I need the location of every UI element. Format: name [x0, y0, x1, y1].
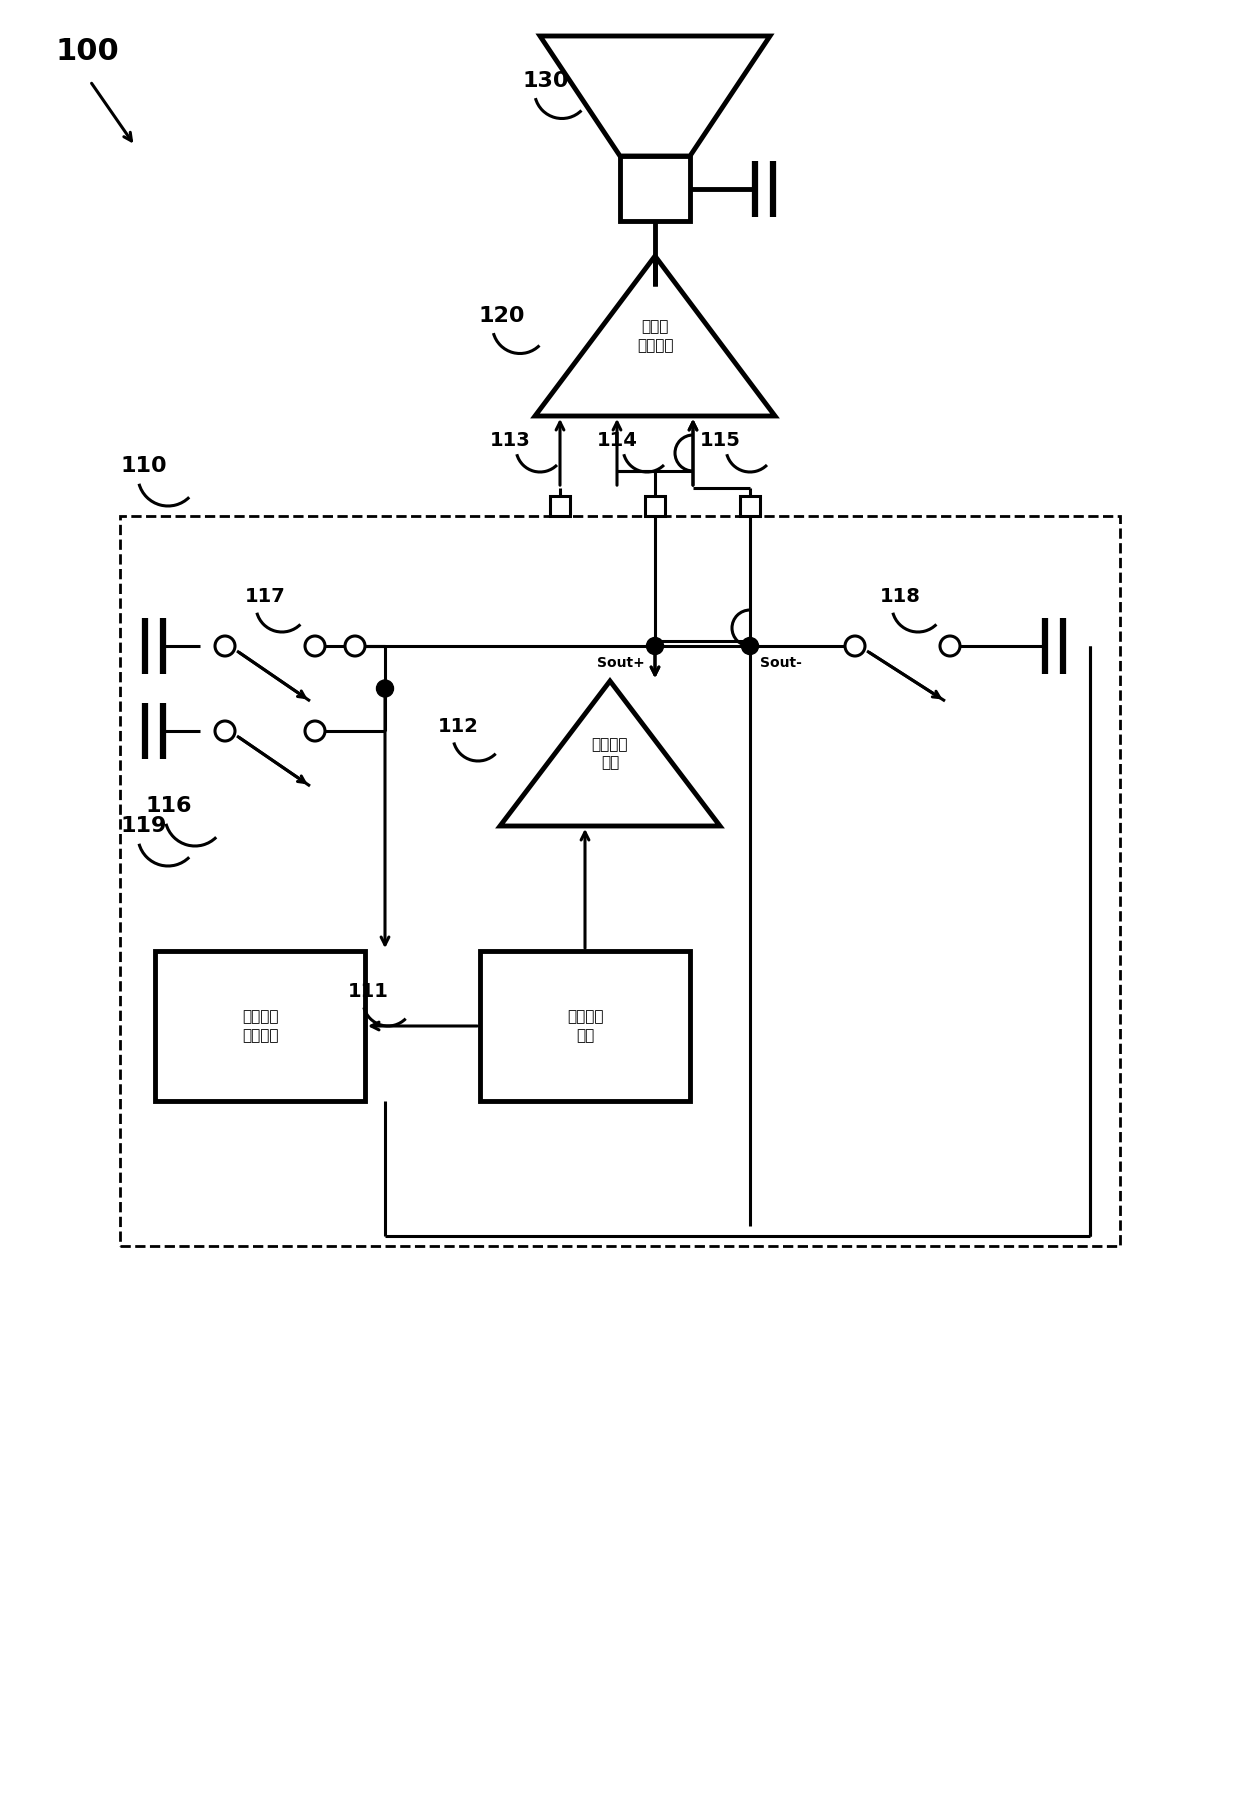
Circle shape — [345, 636, 365, 656]
Bar — [620, 156, 689, 221]
Circle shape — [377, 679, 393, 697]
Text: 118: 118 — [880, 587, 921, 605]
Circle shape — [215, 636, 236, 656]
Text: Sout-: Sout- — [760, 656, 802, 670]
Text: 114: 114 — [596, 431, 637, 451]
Text: 音频处理
电路: 音频处理 电路 — [567, 1009, 603, 1043]
Text: 爆音抑制
控制电路: 爆音抑制 控制电路 — [242, 1009, 278, 1043]
Circle shape — [844, 636, 866, 656]
Text: 117: 117 — [246, 587, 285, 605]
Text: 输出驱动
电路: 输出驱动 电路 — [591, 737, 629, 770]
Bar — [155, 951, 365, 1101]
Text: 116: 116 — [145, 797, 191, 817]
Bar — [645, 496, 665, 516]
Text: 115: 115 — [701, 431, 740, 451]
Text: 130: 130 — [522, 71, 568, 91]
Circle shape — [940, 636, 960, 656]
Circle shape — [742, 637, 759, 654]
Text: 120: 120 — [477, 306, 525, 326]
Bar — [120, 516, 1120, 1246]
Circle shape — [305, 721, 325, 741]
Bar — [740, 496, 760, 516]
Text: 119: 119 — [120, 817, 166, 837]
Text: 100: 100 — [55, 36, 119, 65]
Circle shape — [646, 637, 663, 654]
Bar — [551, 496, 570, 516]
Text: 主动式
放大电路: 主动式 放大电路 — [637, 319, 673, 353]
Text: 112: 112 — [438, 717, 479, 735]
Text: 110: 110 — [120, 456, 166, 476]
Text: 113: 113 — [490, 431, 531, 451]
Text: Sout+: Sout+ — [598, 656, 645, 670]
Bar — [480, 951, 689, 1101]
Circle shape — [305, 636, 325, 656]
Circle shape — [215, 721, 236, 741]
Text: 111: 111 — [348, 982, 389, 1000]
